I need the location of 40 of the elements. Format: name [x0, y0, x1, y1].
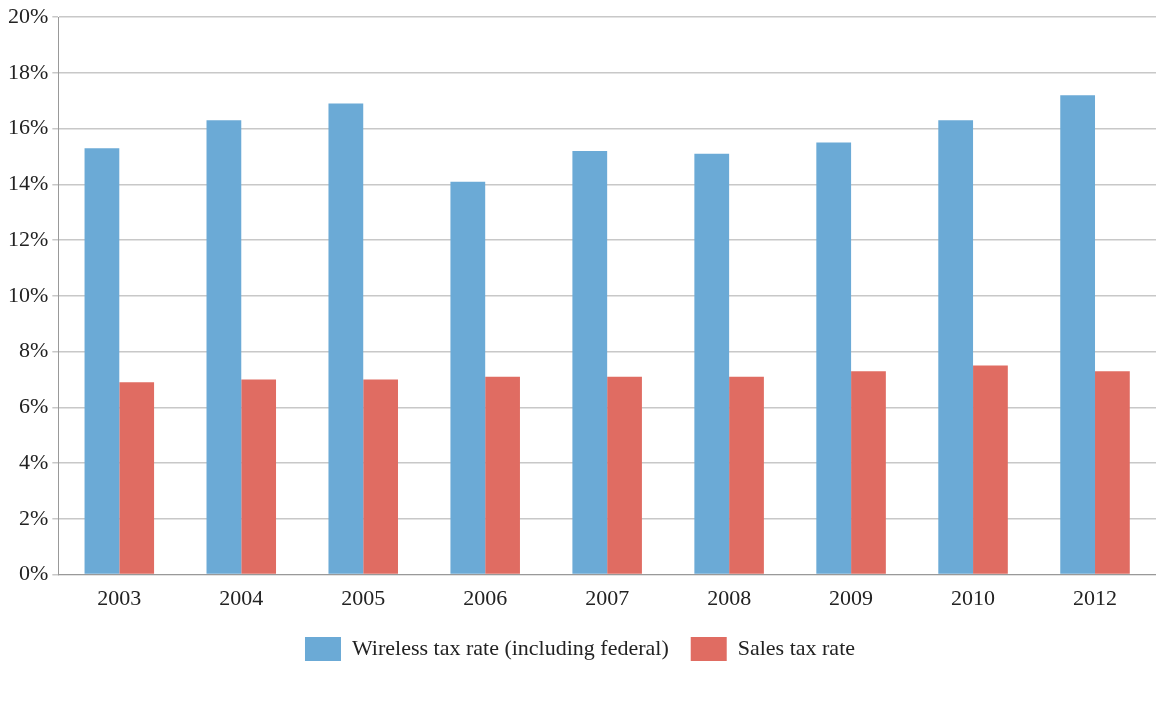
- bar: [572, 150, 608, 574]
- y-tick-label: 18%: [8, 58, 49, 84]
- y-tick-label: 2%: [19, 504, 49, 530]
- bar: [206, 120, 242, 574]
- bar: [729, 376, 764, 574]
- x-tick-label: 2012: [1073, 584, 1118, 610]
- x-tick-label: 2005: [341, 584, 386, 610]
- x-tick-label: 2003: [97, 584, 142, 610]
- bar: [938, 120, 974, 574]
- bar: [450, 181, 486, 574]
- bar: [363, 379, 398, 574]
- y-tick-label: 8%: [19, 337, 49, 363]
- x-tick-label: 2007: [585, 584, 630, 610]
- y-tick-label: 20%: [8, 2, 49, 28]
- x-tick-label: 2004: [219, 584, 264, 610]
- bar: [119, 382, 155, 574]
- bar: [241, 379, 277, 574]
- x-tick-label: 2006: [463, 584, 508, 610]
- x-tick-label: 2009: [829, 584, 874, 610]
- bar: [1060, 95, 1096, 574]
- bar: [1095, 371, 1130, 574]
- y-tick-label: 4%: [19, 448, 49, 474]
- x-tick-label: 2008: [707, 584, 752, 610]
- y-tick-label: 10%: [8, 281, 49, 307]
- legend-label: Wireless tax rate (including federal): [351, 634, 669, 660]
- bar: [694, 153, 730, 574]
- y-tick-label: 16%: [8, 114, 49, 140]
- y-tick-label: 14%: [8, 170, 49, 196]
- bar: [816, 142, 852, 574]
- y-tick-label: 0%: [19, 560, 49, 586]
- bar: [973, 365, 1008, 574]
- y-tick-label: 6%: [19, 393, 49, 419]
- y-tick-label: 12%: [8, 225, 49, 251]
- bar: [851, 371, 886, 574]
- legend-label: Sales tax rate: [737, 634, 856, 660]
- bar: [485, 376, 520, 574]
- bar: [328, 103, 364, 574]
- bar: [84, 148, 120, 574]
- x-tick-label: 2010: [951, 584, 996, 610]
- bar: [607, 376, 642, 574]
